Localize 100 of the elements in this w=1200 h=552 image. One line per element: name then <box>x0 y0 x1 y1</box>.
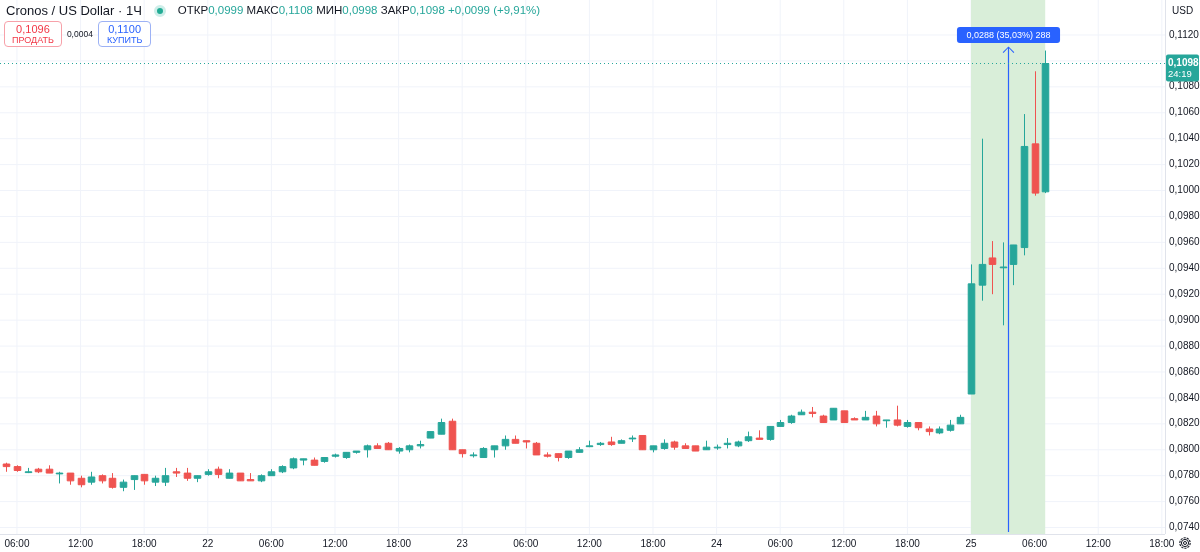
text: USD <box>1172 4 1194 16</box>
candlestick <box>2 462 11 473</box>
candlestick <box>119 479 128 492</box>
candlestick <box>925 425 934 436</box>
y-tick-label: 0,0760 <box>1169 495 1200 507</box>
x-tick-label: 18:00 <box>131 537 158 549</box>
candlestick <box>872 410 881 427</box>
y-tick-label: 0,0860 <box>1169 365 1200 377</box>
annotation: 0,1100 <box>107 23 142 35</box>
candlestick <box>744 431 753 443</box>
candlestick <box>819 414 828 424</box>
candlestick <box>935 425 944 435</box>
candlestick <box>755 429 764 440</box>
candlestick <box>214 466 223 479</box>
x-tick-label: 06:00 <box>513 537 539 549</box>
candlestick <box>490 445 499 459</box>
x-tick-label: 18:00 <box>894 537 921 549</box>
y-tick-label: 0,0940 <box>1169 261 1200 273</box>
x-tick-label: 06:00 <box>1022 537 1048 549</box>
candlestick <box>670 440 679 451</box>
candlestick <box>893 405 902 427</box>
candlestick <box>140 473 149 486</box>
x-tick-label: 06:00 <box>258 537 285 549</box>
candlestick <box>1031 70 1040 197</box>
candlestick <box>45 464 54 474</box>
y-tick-label: 0,1020 <box>1169 158 1200 170</box>
annotation: 0,0004 <box>66 29 93 39</box>
candlestick <box>501 435 510 451</box>
candlestick <box>437 418 446 435</box>
candlestick <box>172 467 181 478</box>
x-tick-label: 18:00 <box>640 537 666 549</box>
y-tick-label: 0,1120 <box>1169 28 1200 40</box>
candlestick <box>236 472 245 482</box>
candlestick <box>395 446 404 455</box>
y-tick-label: 0,0920 <box>1169 287 1200 299</box>
ref-line-label: 0,1098 <box>1168 57 1200 69</box>
x-tick-label: 12:00 <box>1085 537 1112 549</box>
annotation: 0,1096 <box>15 23 51 35</box>
candlestick <box>522 440 531 449</box>
candlestick <box>787 414 796 425</box>
y-tick-label: 0,0980 <box>1169 210 1200 222</box>
candlestick <box>532 441 541 456</box>
y-tick-label: 0,1080 <box>1169 80 1200 92</box>
candlestick <box>257 473 266 483</box>
candlestick <box>999 241 1008 326</box>
candlestick <box>66 472 75 486</box>
y-tick-label: 0,1060 <box>1169 106 1200 118</box>
chart-title: Cronos / US Dollar · 1Ч <box>6 3 142 18</box>
candlestick <box>1009 244 1018 286</box>
candlestick <box>363 444 372 459</box>
candlestick <box>681 442 690 449</box>
y-tick-label: 0,0880 <box>1169 339 1200 351</box>
buy-button: 0,1100 КУПИТЬ <box>97 21 152 47</box>
candlestick <box>649 445 658 453</box>
candlestick <box>55 471 64 484</box>
candlestick <box>24 467 33 474</box>
candlestick <box>246 472 255 482</box>
candlestick <box>691 445 700 452</box>
candlestick <box>289 457 298 470</box>
candlestick <box>458 449 467 459</box>
candlestick <box>193 475 202 483</box>
y-tick-label: 0,0740 <box>1169 521 1200 533</box>
x-tick-label: 06:00 <box>4 537 30 549</box>
y-tick-label: 0,0900 <box>1169 313 1200 325</box>
x-tick-label: 24 <box>711 537 723 549</box>
x-tick-label: 12:00 <box>831 537 857 549</box>
candlestick <box>585 440 594 448</box>
candlestick <box>426 431 435 439</box>
y-tick-label: 0,1040 <box>1169 132 1200 144</box>
annotation: ПРОДАТЬ <box>12 35 54 45</box>
candlestick <box>267 468 276 477</box>
candlestick <box>776 419 785 427</box>
candlestick <box>373 442 382 449</box>
candlestick <box>13 464 22 473</box>
candlestick <box>151 475 160 487</box>
candlestick <box>808 406 817 418</box>
candlestick <box>829 407 838 421</box>
candlestick <box>310 457 319 466</box>
candlestick <box>946 419 955 433</box>
candlestick <box>564 450 573 460</box>
x-tick-label: 18:00 <box>1149 537 1175 549</box>
candlestick <box>405 444 414 453</box>
candlestick <box>543 451 552 459</box>
candlestick <box>299 458 308 466</box>
x-tick-label: 12:00 <box>576 537 603 549</box>
candlestick <box>108 472 117 490</box>
candlestick <box>628 435 637 443</box>
candlestick <box>607 436 616 447</box>
x-tick-label: 06:00 <box>767 537 794 549</box>
y-tick-label: 0,0960 <box>1169 236 1200 248</box>
x-tick-label: 18:00 <box>386 537 412 549</box>
candlestick <box>225 468 234 479</box>
candlestick <box>840 410 849 424</box>
candlestick <box>882 419 891 429</box>
candlestick <box>98 473 107 484</box>
sell-button: 0,1096 ПРОДАТЬ <box>4 21 62 47</box>
candlestick <box>87 471 96 486</box>
y-tick-label: 0,1000 <box>1169 184 1200 196</box>
candlestick <box>660 438 669 451</box>
candlestick <box>575 446 584 453</box>
